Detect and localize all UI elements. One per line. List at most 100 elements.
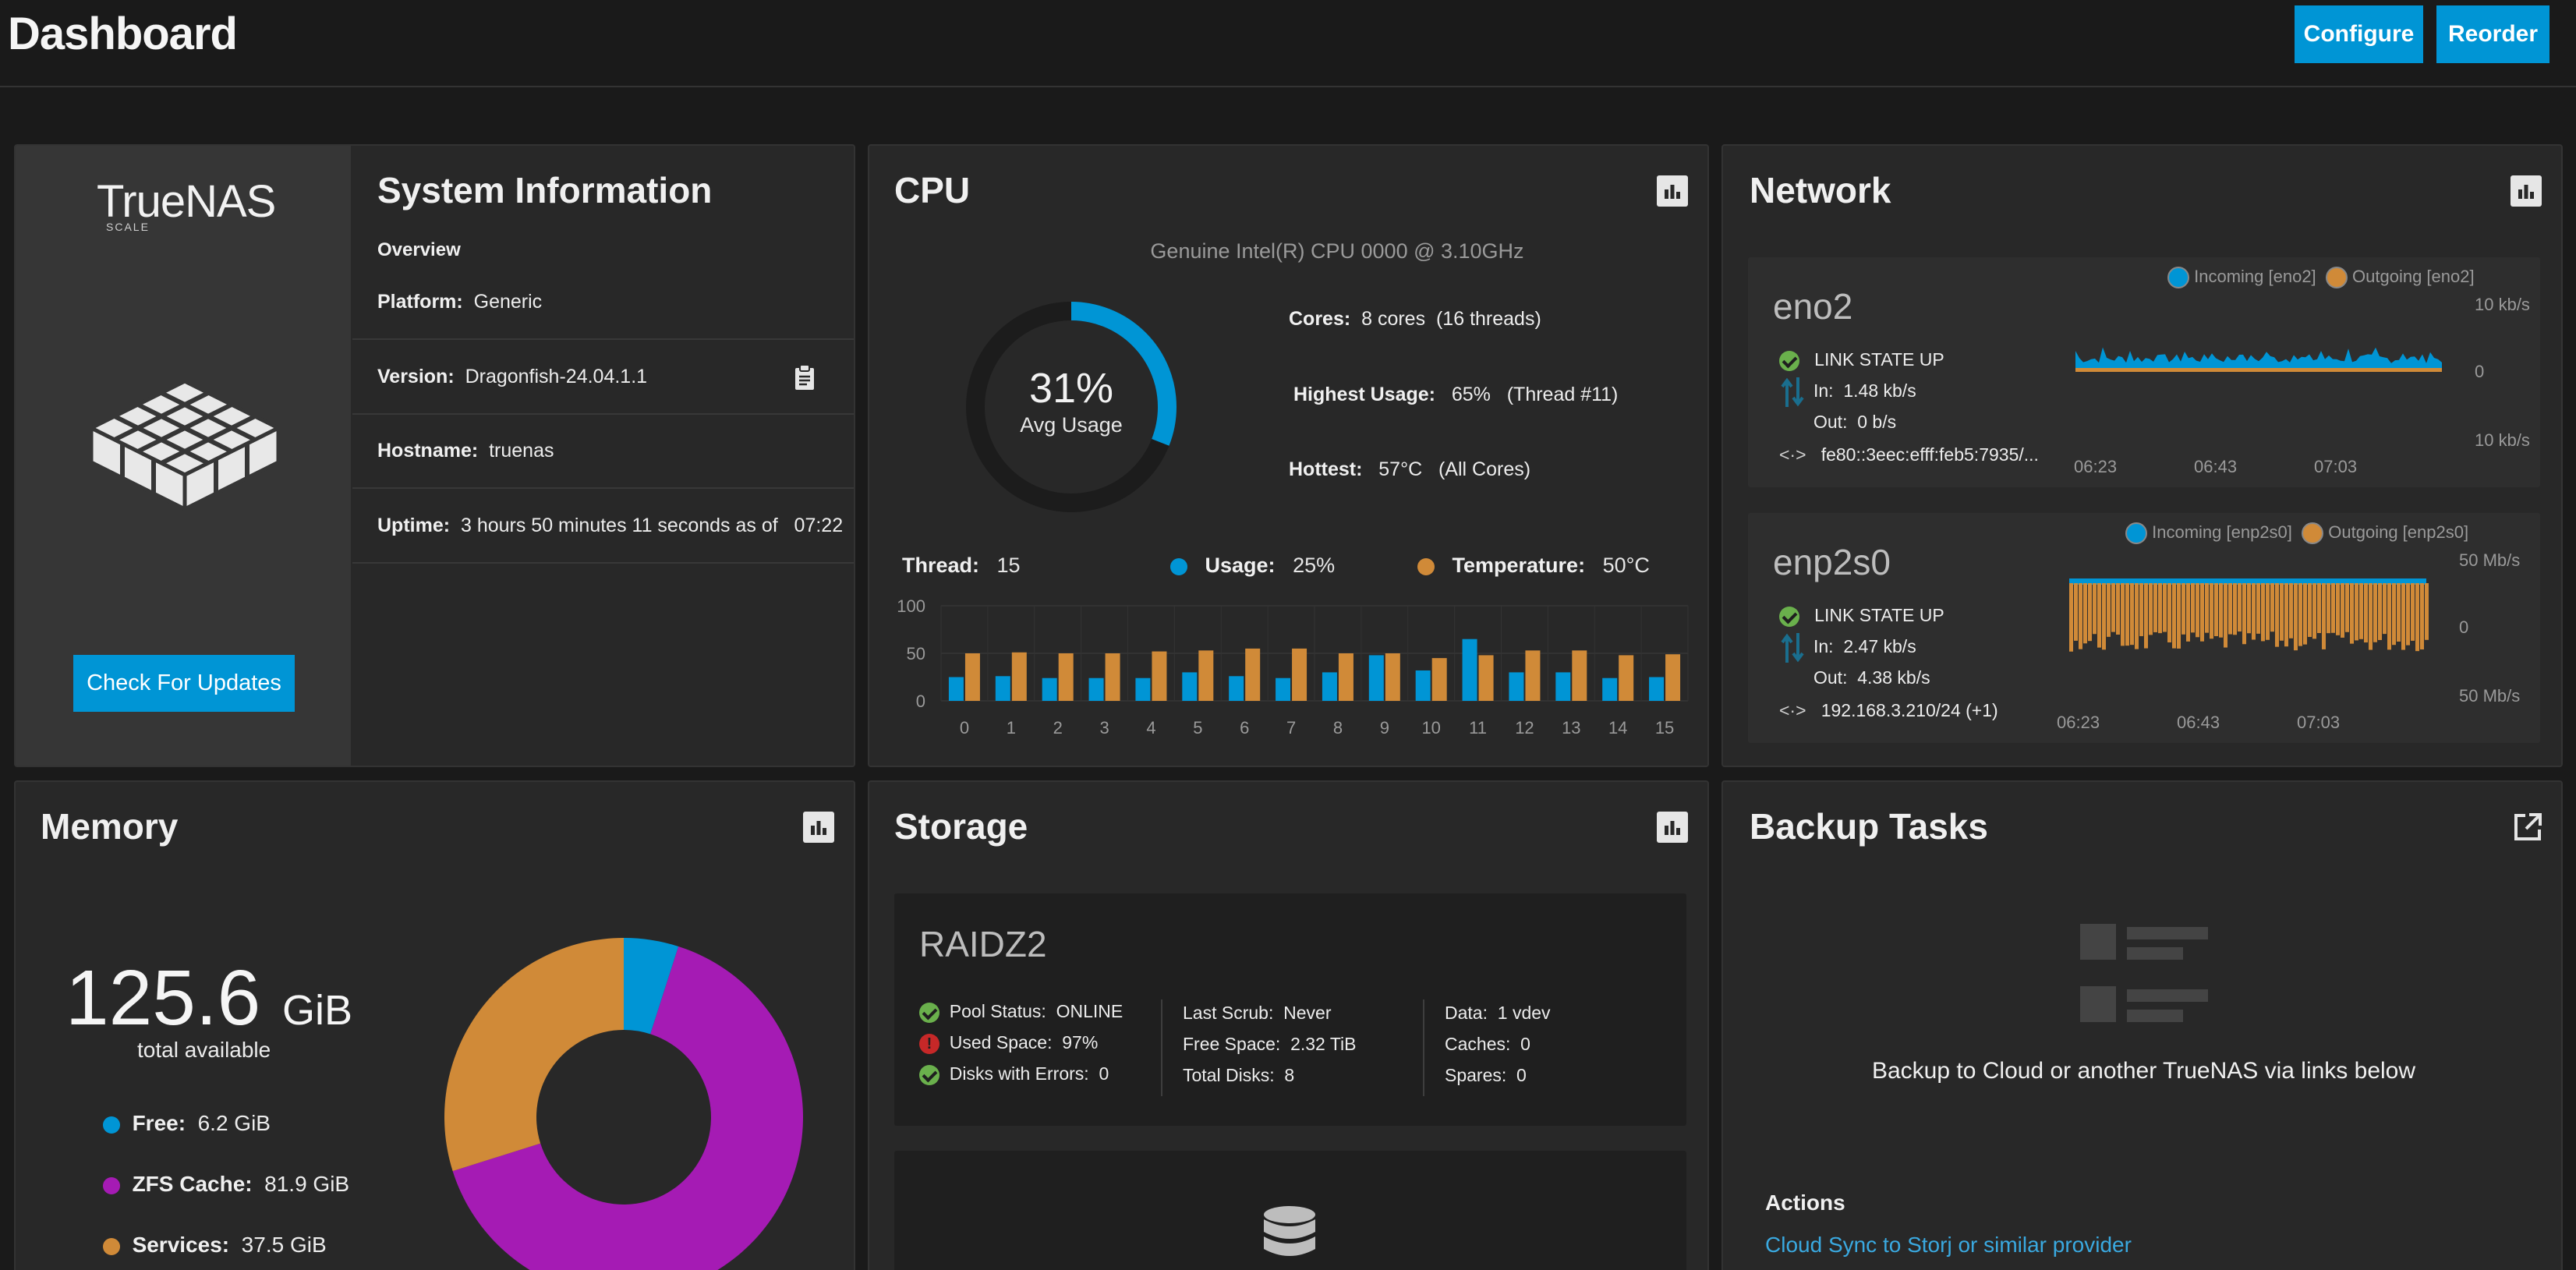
network-title: Network	[1750, 170, 1891, 210]
cpu-reports-button[interactable]	[1657, 175, 1688, 207]
incoming-legend-dot	[2125, 522, 2147, 545]
cloud-sync-link[interactable]: Cloud Sync to Storj or similar provider	[1765, 1233, 2132, 1257]
y-tick-label: 100	[897, 596, 925, 616]
divider	[352, 413, 854, 415]
memory-reports-button[interactable]	[803, 812, 834, 843]
outgoing-bar	[2219, 583, 2223, 638]
x-tick-label: 7	[1286, 718, 1296, 738]
outgoing-bar	[2401, 583, 2405, 650]
ip-address-row: <·> fe80::3eec:efff:feb5:7935/...	[1779, 444, 2039, 465]
outgoing-bar	[2336, 583, 2340, 635]
outgoing-bar	[2415, 583, 2419, 652]
y-axis-bottom: 50 Mb/s	[2459, 686, 2521, 706]
free-value: 6.2 GiB	[197, 1111, 271, 1135]
outgoing-bar	[2116, 583, 2120, 635]
temperature-bar	[1338, 653, 1353, 701]
outgoing-bar	[2125, 583, 2129, 646]
outgoing-bar	[2266, 583, 2270, 640]
services-value: 37.5 GiB	[241, 1233, 327, 1257]
traffic-arrows-icon	[1781, 633, 1804, 663]
outgoing-bar	[2233, 583, 2237, 635]
clipboard-copy-icon[interactable]	[794, 364, 816, 391]
outgoing-bar	[2074, 583, 2078, 641]
outgoing-bar	[2107, 583, 2111, 637]
usage-bar	[1182, 672, 1198, 701]
outgoing-bar	[2383, 583, 2387, 635]
outgoing-bar	[2252, 583, 2256, 640]
pool-status-row: Pool Status: ONLINE	[919, 1001, 1123, 1023]
spares-row: Spares: 0	[1445, 1065, 1527, 1085]
threads-value: (16 threads)	[1435, 308, 1541, 330]
link-state: LINK STATE UP	[1779, 349, 1944, 371]
memory-slice	[444, 938, 624, 1172]
chart-legend: Incoming [enp2s0] Outgoing [enp2s0]	[2125, 522, 2468, 545]
zfs-cache-value: 81.9 GiB	[264, 1172, 350, 1196]
pool-panel[interactable]: RAIDZ2 Pool Status: ONLINE ! Used Space:…	[894, 893, 1686, 1126]
disk-errors-row: Disks with Errors: 0	[919, 1063, 1109, 1085]
add-pool-panel	[894, 1151, 1686, 1270]
x-tick-label: 3	[1099, 718, 1109, 738]
services-legend: Services: 37.5 GiB	[103, 1233, 327, 1258]
y-axis-bottom: 10 kb/s	[2475, 430, 2530, 450]
x-tick-label: 0	[960, 718, 969, 738]
code-brackets-icon: <·>	[1779, 700, 1806, 720]
storage-reports-button[interactable]	[1657, 812, 1688, 843]
x-tick-label: 1	[1007, 718, 1016, 738]
usage-bar	[1322, 672, 1337, 701]
caches-row: Caches: 0	[1445, 1034, 1530, 1054]
temperature-bar	[1152, 651, 1167, 701]
outgoing-bar	[2270, 583, 2274, 632]
outgoing-bar	[2261, 583, 2265, 642]
usage-bar	[1509, 672, 1524, 701]
check-for-updates-button[interactable]: Check For Updates	[73, 655, 295, 712]
open-in-new-icon[interactable]	[2512, 812, 2543, 843]
data-vdev-row: Data: 1 vdev	[1445, 1003, 1551, 1023]
outgoing-bar	[2280, 583, 2284, 641]
empty-tasks-icon	[2080, 924, 2208, 1022]
pool-name: RAIDZ2	[919, 924, 1047, 964]
memory-total: 125.6 GiB	[65, 953, 352, 1043]
outgoing-bar	[2191, 583, 2195, 633]
cpu-title: CPU	[894, 170, 971, 210]
outgoing-bar	[2139, 583, 2143, 636]
network-reports-button[interactable]	[2511, 175, 2542, 207]
memory-card: Memory 125.6 GiB total available Free: 6…	[14, 780, 855, 1270]
memory-slice	[452, 946, 803, 1270]
hottest-scope: (All Cores)	[1438, 458, 1531, 480]
outgoing-bar	[2228, 583, 2232, 635]
cpu-model: Genuine Intel(R) CPU 0000 @ 3.10GHz	[1150, 239, 1524, 263]
outgoing-legend-dot	[2302, 522, 2324, 545]
configure-button[interactable]: Configure	[2295, 5, 2423, 63]
link-state: LINK STATE UP	[1779, 605, 1944, 627]
x-tick: 06:23	[2057, 713, 2100, 732]
usage-bar	[1229, 676, 1244, 701]
outgoing-bar	[2397, 583, 2401, 642]
divider	[1161, 999, 1162, 1096]
hostname-row: Hostname: truenas	[377, 440, 554, 462]
total-disks-row: Total Disks: 8	[1183, 1065, 1295, 1085]
backup-empty-text: Backup to Cloud or another TrueNAS via l…	[1871, 1058, 2416, 1084]
usage-bar	[1462, 639, 1477, 701]
page-title: Dashboard	[8, 9, 238, 59]
truenas-logo: TrueNAS	[97, 176, 276, 227]
uptime-row: Uptime: 3 hours 50 minutes 11 seconds as…	[377, 515, 844, 536]
storage-card: Storage RAIDZ2 Pool Status: ONLINE ! Use…	[868, 780, 1709, 1270]
reorder-button[interactable]: Reorder	[2436, 5, 2549, 63]
outgoing-bar	[2312, 583, 2316, 639]
y-tick-label: 0	[916, 692, 925, 711]
usage-bar	[1276, 677, 1291, 701]
y-axis-mid: 0	[2459, 617, 2469, 637]
outgoing-bar	[2373, 583, 2377, 642]
x-tick-label: 8	[1333, 718, 1343, 738]
usage-bar	[1555, 672, 1571, 701]
outgoing-bar	[2247, 583, 2251, 634]
ip-address-row: <·> 192.168.3.210/24 (+1)	[1779, 700, 1998, 721]
y-tick-label: 50	[907, 644, 925, 663]
cpu-avg-label: Avg Usage	[1020, 413, 1123, 437]
thread-value: 15	[996, 554, 1021, 577]
in-rate: In: 2.47 kb/s	[1813, 636, 1916, 656]
interface-panel-enp2s0[interactable]: enp2s0 LINK STATE UP In: 2.47 kb/s Out: …	[1748, 513, 2540, 743]
interface-panel-eno2[interactable]: eno2 LINK STATE UP In: 1.48 kb/s Out: 0 …	[1748, 257, 2540, 487]
usage-bar	[948, 677, 964, 701]
outgoing-bar	[2420, 583, 2424, 650]
